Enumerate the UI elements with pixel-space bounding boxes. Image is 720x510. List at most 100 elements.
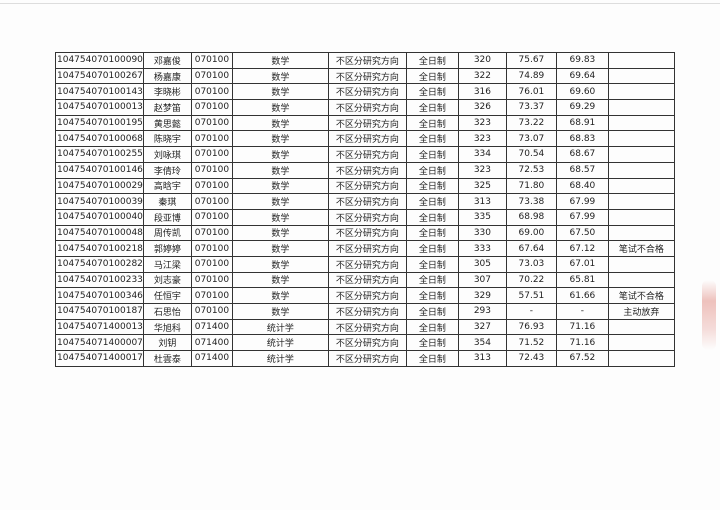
exam-id-cell: 104754070100282 — [55, 255, 144, 273]
name-cell: 石思怡 — [142, 303, 192, 320]
name-cell: 任恒宇 — [142, 287, 192, 304]
research-direction-cell: 不区分研究方向 — [327, 271, 407, 289]
research-direction-cell: 不区分研究方向 — [327, 177, 407, 195]
remark-cell: 笔试不合格 — [607, 287, 675, 304]
exam-id-cell: 104754070100040 — [55, 208, 144, 226]
major-code-cell: 071400 — [190, 318, 233, 336]
remark-cell — [607, 334, 675, 352]
major-code-cell: 070100 — [190, 146, 233, 163]
name-cell: 周传凯 — [142, 224, 192, 242]
name-cell: 刘咏琪 — [142, 146, 192, 163]
remark-cell — [607, 52, 675, 69]
study-mode-cell: 全日制 — [405, 334, 459, 352]
study-mode-cell: 全日制 — [405, 52, 459, 69]
exam-id-cell: 104754070100013 — [55, 99, 144, 116]
study-mode-cell: 全日制 — [405, 146, 459, 163]
total-score-cell: 69.60 — [555, 83, 609, 101]
remark-cell — [607, 318, 675, 336]
exam-id-cell: 104754070100048 — [55, 224, 144, 242]
table-row: 104754071400013 华旭科 071400 统计学 不区分研究方向 全日制 327… — [55, 318, 675, 336]
total-score-cell: 67.01 — [555, 255, 609, 273]
research-direction-cell: 不区分研究方向 — [327, 240, 407, 257]
major-name-cell: 数学 — [231, 224, 329, 242]
initial-score-cell: 307 — [457, 271, 507, 289]
initial-score-cell: 330 — [457, 224, 507, 242]
study-mode-cell: 全日制 — [405, 114, 459, 132]
name-cell: 黄思懿 — [142, 114, 192, 132]
major-code-cell: 070100 — [190, 240, 233, 257]
retest-score-cell: 76.01 — [505, 83, 557, 101]
major-code-cell: 070100 — [190, 287, 233, 304]
table-row: 104754070100039 秦琪 070100 数学 不区分研究方向 全日制 313 73… — [55, 193, 675, 210]
table-row: 104754070100187 石思怡 070100 数学 不区分研究方向 全日制 293-… — [55, 303, 675, 320]
research-direction-cell: 不区分研究方向 — [327, 83, 407, 101]
retest-score-cell: 73.07 — [505, 130, 557, 148]
research-direction-cell: 不区分研究方向 — [327, 130, 407, 148]
major-code-cell: 070100 — [190, 255, 233, 273]
initial-score-cell: 323 — [457, 130, 507, 148]
exam-id-cell: 104754070100090 — [55, 52, 144, 69]
total-score-cell: - — [555, 303, 609, 320]
study-mode-cell: 全日制 — [405, 318, 459, 336]
total-score-cell: 69.29 — [555, 99, 609, 116]
retest-score-cell: 71.52 — [505, 334, 557, 352]
name-cell: 邓嘉俊 — [142, 52, 192, 69]
major-name-cell: 数学 — [231, 52, 329, 69]
total-score-cell: 68.40 — [555, 177, 609, 195]
table-row: 104754070100346 任恒宇 070100 数学 不区分研究方向 全日制 329 5… — [55, 287, 675, 304]
initial-score-cell: 333 — [457, 240, 507, 257]
research-direction-cell: 不区分研究方向 — [327, 255, 407, 273]
initial-score-cell: 313 — [457, 193, 507, 210]
exam-id-cell: 104754070100146 — [55, 161, 144, 179]
initial-score-cell: 316 — [457, 83, 507, 101]
major-code-cell: 071400 — [190, 350, 233, 367]
retest-score-cell: 73.22 — [505, 114, 557, 132]
initial-score-cell: 293 — [457, 303, 507, 320]
exam-id-cell: 104754070100255 — [55, 146, 144, 163]
exam-id-cell: 104754071400013 — [55, 318, 144, 336]
remark-cell — [607, 255, 675, 273]
exam-id-cell: 104754070100029 — [55, 177, 144, 195]
study-mode-cell: 全日制 — [405, 350, 459, 367]
initial-score-cell: 329 — [457, 287, 507, 304]
total-score-cell: 67.99 — [555, 208, 609, 226]
major-code-cell: 070100 — [190, 208, 233, 226]
name-cell: 杨嘉康 — [142, 67, 192, 85]
total-score-cell: 65.81 — [555, 271, 609, 289]
initial-score-cell: 335 — [457, 208, 507, 226]
remark-cell — [607, 224, 675, 242]
exam-id-cell: 104754070100039 — [55, 193, 144, 210]
study-mode-cell: 全日制 — [405, 255, 459, 273]
major-name-cell: 数学 — [231, 114, 329, 132]
initial-score-cell: 322 — [457, 67, 507, 85]
table-row: 104754070100090 邓嘉俊 070100 数学 不区分研究方向 全日制 320 7… — [55, 52, 675, 69]
name-cell: 李倩玲 — [142, 161, 192, 179]
major-name-cell: 数学 — [231, 287, 329, 304]
study-mode-cell: 全日制 — [405, 271, 459, 289]
seal-stamp-fragment — [702, 280, 716, 350]
table-row: 104754070100013 赵梦笛 070100 数学 不区分研究方向 全日制 326 7… — [55, 99, 675, 116]
research-direction-cell: 不区分研究方向 — [327, 303, 407, 320]
name-cell: 段亚博 — [142, 208, 192, 226]
table-row: 104754070100282 马江梁 070100 数学 不区分研究方向 全日制 305 7… — [55, 255, 675, 273]
major-code-cell: 071400 — [190, 334, 233, 352]
major-name-cell: 数学 — [231, 67, 329, 85]
research-direction-cell: 不区分研究方向 — [327, 67, 407, 85]
initial-score-cell: 334 — [457, 146, 507, 163]
name-cell: 高晗宇 — [142, 177, 192, 195]
remark-cell — [607, 114, 675, 132]
research-direction-cell: 不区分研究方向 — [327, 350, 407, 367]
major-name-cell: 数学 — [231, 99, 329, 116]
initial-score-cell: 305 — [457, 255, 507, 273]
initial-score-cell: 323 — [457, 114, 507, 132]
major-name-cell: 数学 — [231, 193, 329, 210]
study-mode-cell: 全日制 — [405, 240, 459, 257]
initial-score-cell: 320 — [457, 52, 507, 69]
remark-cell: 主动放弃 — [607, 303, 675, 320]
table-row: 104754070100048 周传凯 070100 数学 不区分研究方向 全日制 330 6… — [55, 224, 675, 242]
remark-cell: 笔试不合格 — [607, 240, 675, 257]
major-name-cell: 数学 — [231, 208, 329, 226]
remark-cell — [607, 193, 675, 210]
scan-edge-line — [0, 3, 720, 4]
exam-id-cell: 104754070100068 — [55, 130, 144, 148]
